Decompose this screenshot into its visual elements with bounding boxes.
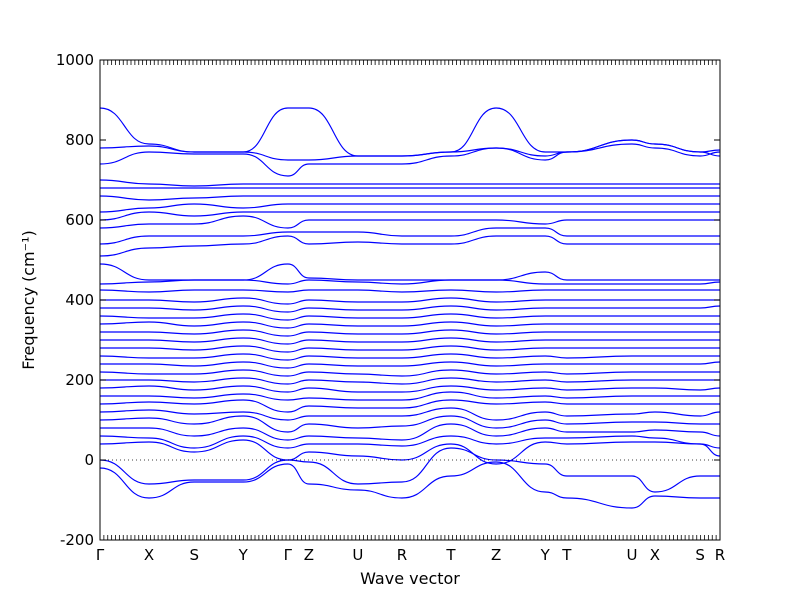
band-line-3 [99,439,721,465]
band-line-33 [99,143,721,177]
band-line-13 [100,361,721,369]
band-line-35 [99,107,721,157]
band-line-15 [100,345,720,353]
band-line-24 [99,263,720,281]
band-line-22 [99,289,720,293]
band-line-6 [99,415,720,433]
y-axis-ticks: -200 0 200 400 600 800 1000 [56,51,720,549]
x-tick-label: Γ [284,546,293,564]
band-line-1 [99,461,720,509]
band-line-7 [99,407,721,421]
x-tick-label: Y [238,546,249,564]
band-line-12 [99,369,720,377]
y-tick-label: 400 [65,291,94,309]
band-line-19 [99,313,720,321]
band-line-28 [99,211,720,221]
band-line-32 [99,179,720,187]
band-line-17 [100,329,720,337]
x-tick-label: U [352,546,363,564]
x-tick-label: S [695,546,705,564]
x-tick-label: R [715,546,725,564]
plot-frame [99,59,721,541]
band-lines [99,107,721,509]
band-line-26 [99,227,720,245]
y-tick-label: -200 [60,531,94,549]
band-line-18 [99,321,720,329]
x-tick-label: T [445,546,456,564]
band-line-14 [99,353,720,361]
x-tick-label: R [397,546,407,564]
x-tick-label: X [144,546,154,564]
x-tick-label: X [650,546,660,564]
x-tick-label: Z [491,546,501,564]
x-tick-label: T [561,546,572,564]
x-tick-label: S [189,546,199,564]
y-tick-label: 0 [84,451,94,469]
x-tick-label: Γ [96,546,105,564]
y-tick-label: 800 [65,131,94,149]
y-axis-title: Frequency (cm⁻¹) [19,230,38,369]
band-line-5 [100,423,721,441]
band-line-29 [99,203,720,213]
x-axis-title: Wave vector [360,569,460,588]
band-line-9 [99,391,720,401]
band-line-4 [99,435,721,449]
y-tick-label: 1000 [56,51,94,69]
band-line-11 [99,377,720,385]
band-line-25 [99,235,720,257]
band-line-8 [99,399,720,413]
band-line-27 [99,215,720,229]
band-line-2 [99,447,720,493]
band-line-10 [99,385,721,393]
y-tick-label: 200 [65,371,94,389]
y-tick-label: 600 [65,211,94,229]
band-line-21 [99,297,720,305]
x-tick-label: Y [540,546,551,564]
band-line-16 [100,337,720,345]
band-line-30 [99,195,720,201]
x-tick-label: U [626,546,637,564]
x-tick-label: Z [304,546,314,564]
band-line-20 [99,305,721,313]
